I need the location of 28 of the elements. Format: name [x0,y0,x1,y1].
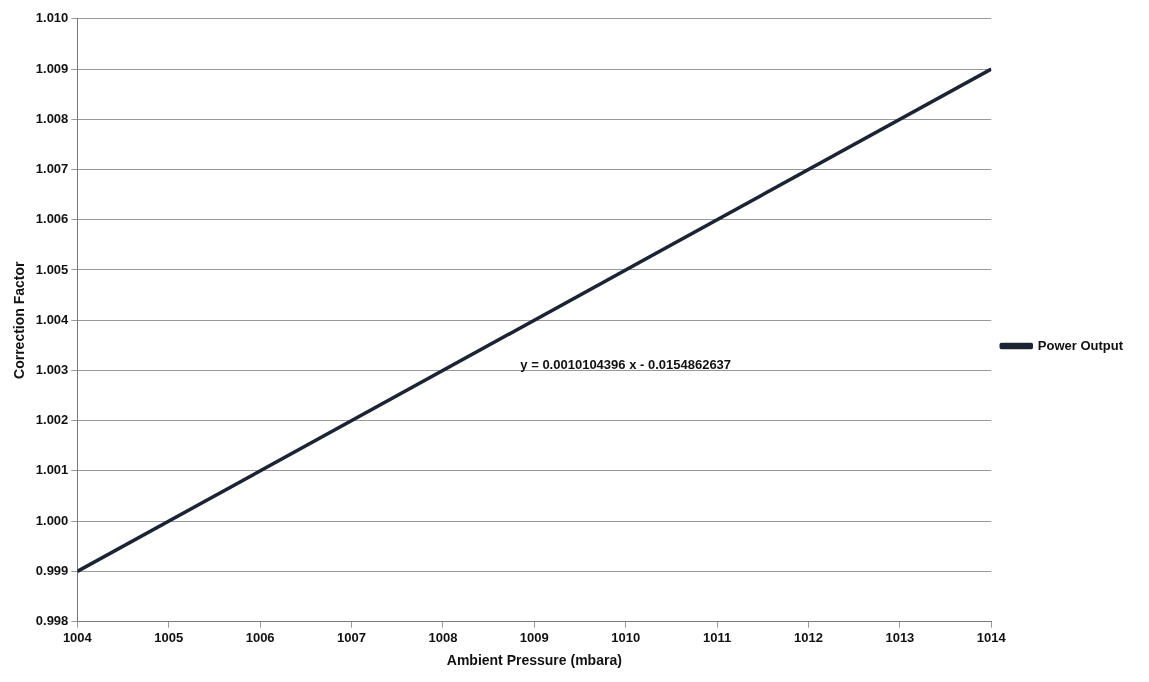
x-tick-label: 1006 [245,629,275,645]
x-tick-label: 1008 [428,629,458,645]
y-tick-label: 1.010 [35,10,69,26]
y-tick-label: 1.001 [35,462,69,478]
x-tick-label: 1005 [154,629,184,645]
y-tick-label: 0.999 [35,562,69,578]
y-tick-label: 1.003 [35,362,69,378]
x-tick-label: 1004 [62,629,93,645]
y-tick-label: 1.002 [35,412,69,428]
y-tick-label: 1.008 [35,110,69,126]
y-tick-label: 1.005 [35,261,69,277]
x-tick-label: 1007 [337,629,366,645]
y-tick-label: 0.998 [35,613,69,629]
y-tick-label: 1.004 [35,311,70,327]
legend-label: Power Output [1037,337,1124,353]
x-tick-label: 1010 [611,629,641,645]
x-tick-label: 1014 [976,629,1007,645]
x-axis-title: Ambient Pressure (mbara) [446,652,622,669]
x-tick-label: 1009 [519,629,549,645]
y-tick-label: 1.007 [35,161,69,177]
y-axis-title: Correction Factor [11,260,28,379]
x-tick-label: 1013 [885,629,915,645]
annotation: y = 0.0010104396 x - 0.0154862637 [520,356,732,372]
y-tick-label: 1.006 [35,211,69,227]
y-tick-label: 1.000 [35,512,69,528]
y-tick-label: 1.009 [35,60,69,76]
x-tick-label: 1011 [703,629,732,645]
x-tick-label: 1012 [794,629,823,645]
